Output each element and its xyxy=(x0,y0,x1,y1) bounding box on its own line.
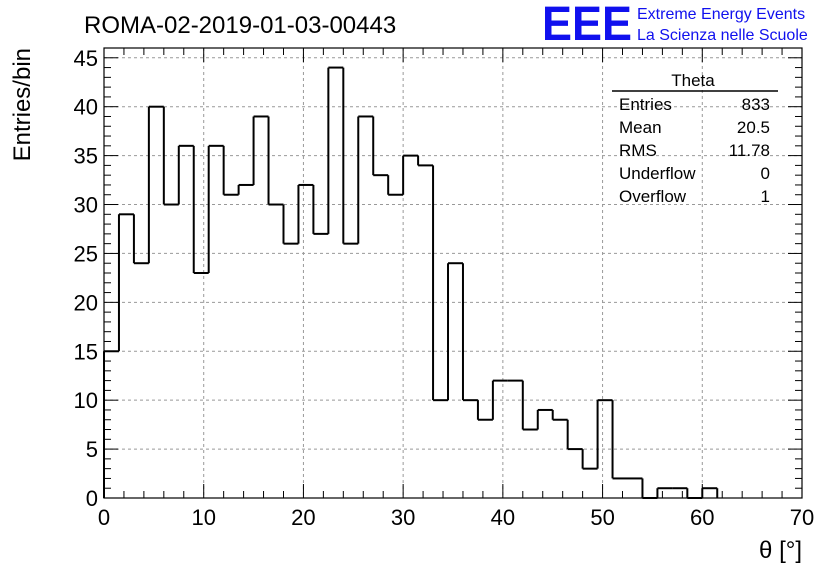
stats-label: Overflow xyxy=(619,187,687,206)
eee-logo: EEE Extreme Energy Events La Scienza nel… xyxy=(542,0,808,51)
x-tick-label: 40 xyxy=(491,505,515,530)
stats-title: Theta xyxy=(671,71,715,90)
y-tick-label: 15 xyxy=(74,339,98,364)
stats-box: Theta Entries 833 Mean 20.5 RMS 11.78 Underflo… xyxy=(612,71,778,206)
stats-value: 833 xyxy=(742,95,770,114)
y-tick-label: 30 xyxy=(74,193,98,218)
stats-label: Entries xyxy=(619,95,672,114)
x-tick-label: 10 xyxy=(191,505,215,530)
stats-label: Underflow xyxy=(619,164,696,183)
x-tick-label: 70 xyxy=(790,505,814,530)
x-tick-label: 50 xyxy=(590,505,614,530)
y-axis-label: Entries/bin xyxy=(9,48,36,161)
y-tick-label: 25 xyxy=(74,241,98,266)
chart-title: ROMA-02-2019-01-03-00443 xyxy=(84,12,396,39)
stats-value: 0 xyxy=(761,164,770,183)
x-axis: 0 10 20 30 40 50 60 70 xyxy=(98,48,814,530)
y-tick-label: 45 xyxy=(74,46,98,71)
x-tick-label: 30 xyxy=(391,505,415,530)
logo-mark: EEE xyxy=(542,0,632,51)
y-tick-label: 5 xyxy=(86,437,98,462)
y-tick-label: 20 xyxy=(74,290,98,315)
logo-line-2: La Scienza nelle Scuole xyxy=(637,27,808,44)
y-tick-label: 35 xyxy=(74,144,98,169)
stats-value: 1 xyxy=(761,187,770,206)
stats-value: 20.5 xyxy=(737,118,770,137)
y-tick-label: 10 xyxy=(74,388,98,413)
x-tick-label: 60 xyxy=(690,505,714,530)
stats-label: RMS xyxy=(619,141,657,160)
x-axis-label: θ [°] xyxy=(759,537,802,564)
y-tick-label: 40 xyxy=(74,95,98,120)
x-tick-label: 0 xyxy=(98,505,110,530)
stats-label: Mean xyxy=(619,118,662,137)
x-tick-label: 20 xyxy=(291,505,315,530)
stats-value: 11.78 xyxy=(729,141,770,160)
grid-lines xyxy=(104,48,802,498)
y-tick-label: 0 xyxy=(86,486,98,511)
logo-line-1: Extreme Energy Events xyxy=(637,6,805,23)
